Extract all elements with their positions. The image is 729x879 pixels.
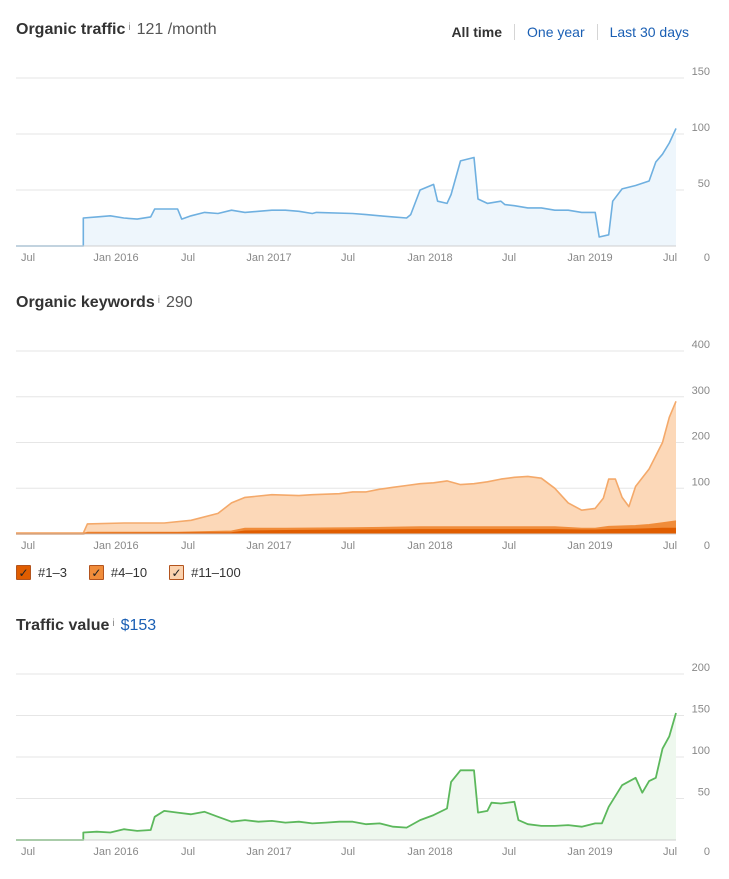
x-tick-label: Jul <box>341 540 355 552</box>
organic-traffic-title: Organic traffic i 121 /month <box>16 21 217 39</box>
x-tick-label: Jul <box>341 846 355 858</box>
x-tick-label: Jul <box>181 252 195 264</box>
x-tick-label: Jul <box>341 252 355 264</box>
y-tick-label: 0 <box>704 540 710 552</box>
y-tick-label: 300 <box>692 385 710 397</box>
x-tick-label: Jan 2018 <box>407 540 452 552</box>
y-tick-label: 150 <box>692 66 710 78</box>
tab-separator <box>596 24 598 40</box>
keywords-legend: ✓ #1–3 ✓ #4–10 ✓ #11–100 <box>16 565 241 580</box>
traffic-value-amount[interactable]: $153 <box>120 617 157 634</box>
traffic-value-series-line <box>16 712 677 841</box>
organic-keywords-value: 290 <box>165 294 193 311</box>
x-tick-label: Jul <box>21 252 35 264</box>
x-tick-label: Jul <box>181 846 195 858</box>
y-tick-label: 50 <box>698 787 710 799</box>
legend-label-4to10: #4–10 <box>110 565 148 580</box>
info-icon[interactable]: i <box>157 295 160 306</box>
keywords-top3-series-area <box>16 528 676 534</box>
keywords-top3-series-line <box>16 527 676 535</box>
x-tick-label: Jul <box>663 540 677 552</box>
legend-item-top3[interactable]: ✓ #1–3 <box>16 565 67 580</box>
traffic-series-line <box>16 128 677 247</box>
traffic-series-area <box>16 128 676 246</box>
time-range-tabs: All time One year Last 30 days <box>439 24 701 40</box>
y-tick-label: 100 <box>692 476 710 488</box>
x-tick-label: Jan 2017 <box>246 846 291 858</box>
organic-traffic-chart[interactable]: 0 50 100 150 Jul Jan 2016 Jul Jan 2017 Jul Jan 20… <box>0 62 729 272</box>
x-tick-label: Jul <box>21 540 35 552</box>
legend-label-top3: #1–3 <box>38 565 67 580</box>
x-tick-label: Jul <box>21 846 35 858</box>
y-tick-label: 0 <box>704 846 710 858</box>
x-tick-label: Jul <box>181 540 195 552</box>
y-tick-label: 150 <box>692 704 710 716</box>
keywords-11to100-series-line <box>16 400 677 534</box>
organic-keywords-label: Organic keywords <box>16 294 155 311</box>
x-tick-label: Jul <box>502 846 516 858</box>
x-tick-label: Jan 2019 <box>567 252 612 264</box>
y-tick-label: 400 <box>692 339 710 351</box>
legend-item-4to10[interactable]: ✓ #4–10 <box>88 565 148 580</box>
checkbox-11to100[interactable]: ✓ <box>169 565 185 580</box>
y-tick-label: 200 <box>692 662 710 674</box>
info-icon[interactable]: i <box>128 22 131 33</box>
x-tick-label: Jan 2019 <box>567 540 612 552</box>
x-tick-label: Jul <box>502 540 516 552</box>
x-tick-label: Jan 2016 <box>93 540 138 552</box>
organic-traffic-value: 121 /month <box>136 21 217 38</box>
x-tick-label: Jan 2018 <box>407 846 452 858</box>
legend-item-11to100[interactable]: ✓ #11–100 <box>169 565 241 580</box>
traffic-value-series-area <box>16 713 676 840</box>
checkbox-4to10[interactable]: ✓ <box>88 565 104 580</box>
organic-keywords-chart[interactable]: 0 100 200 300 400 Jul Jan 2016 Jul Jan 2017 Jul Ja… <box>0 330 729 560</box>
traffic-value-label: Traffic value <box>16 617 110 634</box>
info-icon[interactable]: i <box>112 618 115 629</box>
traffic-value-chart[interactable]: 0 50 100 150 200 Jul Jan 2016 Jul Jan 2017 Jul Jan… <box>0 655 729 875</box>
y-tick-label: 100 <box>692 122 710 134</box>
x-tick-label: Jan 2016 <box>93 252 138 264</box>
tab-separator <box>514 24 516 40</box>
x-tick-label: Jan 2017 <box>246 540 291 552</box>
x-tick-label: Jul <box>663 846 677 858</box>
tab-last-30-days[interactable]: Last 30 days <box>609 24 689 40</box>
x-tick-label: Jan 2017 <box>246 252 291 264</box>
y-tick-label: 100 <box>692 745 710 757</box>
tab-all-time[interactable]: All time <box>451 24 503 40</box>
y-tick-label: 50 <box>698 178 710 190</box>
y-tick-label: 0 <box>704 252 710 264</box>
organic-keywords-title: Organic keywords i 290 <box>16 294 193 312</box>
x-tick-label: Jul <box>502 252 516 264</box>
legend-label-11to100: #11–100 <box>191 565 241 580</box>
x-tick-label: Jan 2016 <box>93 846 138 858</box>
tab-one-year[interactable]: One year <box>527 24 585 40</box>
y-tick-label: 200 <box>692 431 710 443</box>
x-tick-label: Jan 2018 <box>407 252 452 264</box>
keywords-11to100-series-area <box>16 401 676 534</box>
traffic-value-title: Traffic value i $153 <box>16 617 156 635</box>
checkbox-top3[interactable]: ✓ <box>16 565 31 580</box>
organic-traffic-label: Organic traffic <box>16 21 126 38</box>
x-tick-label: Jul <box>663 252 677 264</box>
x-tick-label: Jan 2019 <box>567 846 612 858</box>
